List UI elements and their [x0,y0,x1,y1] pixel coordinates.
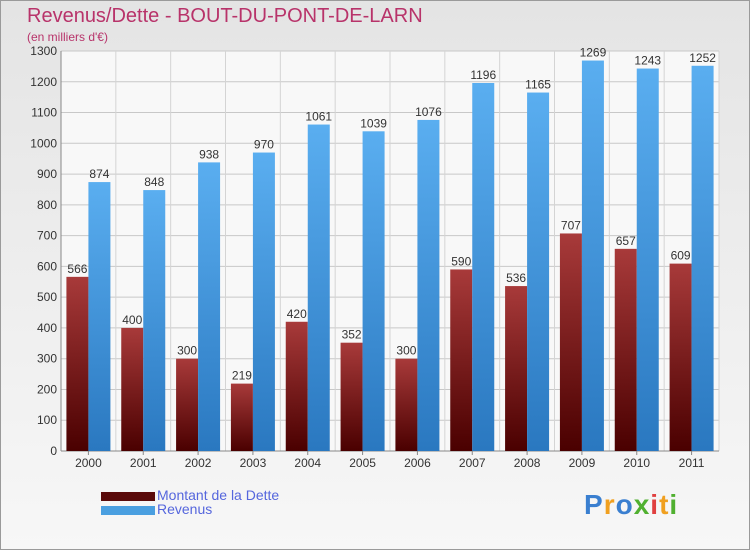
logo-letter: i [650,489,660,520]
bar-debt [340,342,363,451]
x-tick-label: 2010 [623,456,650,470]
y-tick-label: 700 [37,229,57,243]
data-label-debt: 590 [451,254,471,268]
data-label-revenus: 938 [199,147,219,161]
bar-revenus [472,83,495,451]
data-label-debt: 609 [671,249,691,263]
grid [60,50,720,452]
data-label-debt: 420 [287,307,307,321]
bar-debt [614,248,637,451]
bar-debt [450,269,473,451]
data-label-debt: 707 [561,218,581,232]
logo-letter: i [669,489,679,520]
chart-subtitle: (en milliers d'€) [27,30,108,44]
data-label-debt: 400 [122,313,142,327]
legend-label-revenus: Revenus [157,501,213,517]
x-tick-label: 2011 [679,456,705,470]
bar-revenus [636,68,659,452]
data-label-revenus: 970 [254,138,274,152]
logo-letter: o [615,489,634,520]
data-label-debt: 300 [177,344,197,358]
data-label-debt: 352 [342,328,362,342]
bar-revenus [88,182,111,452]
bar-revenus [307,124,330,452]
y-tick-label: 400 [37,321,57,335]
bar-debt [66,276,89,451]
x-tick-label: 2000 [75,456,102,470]
x-tick-label: 2007 [459,456,486,470]
y-tick-label: 500 [37,290,57,304]
bar-revenus [527,92,550,452]
data-label-revenus: 1196 [470,68,496,82]
y-tick-label: 1000 [30,136,57,150]
x-tick-label: 2005 [349,456,376,470]
x-tick-label: 2004 [294,456,321,470]
bar-debt [285,321,308,451]
y-tick-label: 0 [50,444,57,458]
proxiti-logo: Proxiti [584,489,678,521]
data-label-debt: 536 [506,271,526,285]
bar-debt [669,263,692,451]
data-label-revenus: 1243 [634,54,661,68]
y-tick-label: 1200 [30,75,57,89]
y-tick-label: 800 [37,198,57,212]
logo-letter: r [603,489,616,520]
bar-debt [559,233,582,451]
data-labels: 566 874 400 848 300 938 219 970 420 1061 352 1039 30… [67,46,716,383]
legend-label-debt: Montant de la Dette [157,487,280,503]
bars [66,60,714,452]
data-label-revenus: 1061 [305,110,332,124]
data-label-debt: 657 [616,234,636,248]
bar-revenus [198,162,221,451]
data-label-debt: 566 [67,262,87,276]
x-tick-label: 2003 [240,456,267,470]
bar-debt [505,286,528,451]
bar-revenus [362,131,385,452]
axes: 0 100 200 300 400 500 600 700 800 900 1000 1100 1200… [30,44,719,470]
y-tick-label: 1300 [30,44,57,58]
bar-debt [230,383,253,451]
bar-revenus [581,60,604,452]
bar-revenus [143,190,166,452]
data-label-revenus: 1252 [689,51,716,65]
y-tick-label: 600 [37,259,57,273]
bar-revenus [252,152,275,452]
y-tick-label: 1100 [31,106,57,120]
chart-title: Revenus/Dette - BOUT-DU-PONT-DE-LARN [27,5,423,27]
x-tick-label: 2008 [514,456,541,470]
legend-swatch-revenus [101,506,155,515]
y-tick-label: 900 [37,167,57,181]
y-tick-label: 300 [37,352,57,366]
data-label-revenus: 1039 [360,116,387,130]
bar-debt [395,358,418,451]
x-tick-label: 2001 [130,456,157,470]
y-tick-label: 100 [37,413,57,427]
bar-revenus [691,65,714,452]
x-tick-label: 2002 [185,456,212,470]
data-label-revenus: 1165 [525,78,551,92]
bar-debt [121,327,144,451]
data-label-debt: 219 [232,369,252,383]
data-label-revenus: 874 [89,167,109,181]
x-tick-label: 2006 [404,456,431,470]
legend-swatch-debt [101,492,155,501]
data-label-revenus: 1076 [415,105,442,119]
x-tick-label: 2009 [569,456,596,470]
data-label-revenus: 1269 [580,46,607,60]
logo-letter: t [659,489,670,520]
bar-debt [176,358,199,451]
y-tick-label: 200 [37,382,57,396]
data-label-debt: 300 [396,344,416,358]
data-label-revenus: 848 [144,175,164,189]
bar-revenus [417,119,440,451]
logo-letter: P [584,489,604,520]
logo-letter: x [633,489,651,520]
